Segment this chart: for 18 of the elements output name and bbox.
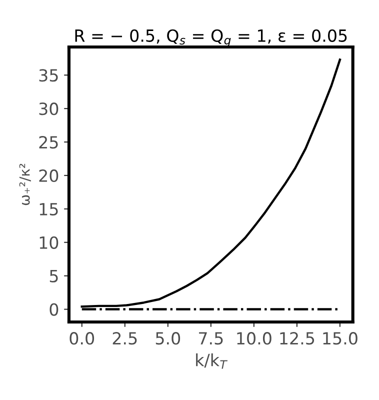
y-tick-label: 25 (39, 136, 58, 149)
line-series (80, 58, 342, 308)
x-tick-label: 10.0 (237, 332, 272, 345)
x-tick-label: 5.0 (156, 332, 180, 345)
y-tick-label: 15 (40, 203, 58, 216)
y-axis-title: ω₊²/κ² (19, 164, 31, 206)
x-axis-title: k/k$_{T}$ (196, 353, 228, 369)
y-tick-label: 30 (39, 102, 58, 116)
y-tick-label: 0 (50, 303, 58, 316)
x-tick-label: 0.0 (70, 332, 94, 345)
y-tick-label: 5 (50, 270, 58, 282)
x-tick-label: 15.0 (323, 332, 358, 345)
y-tick-label: 35 (39, 69, 58, 82)
x-tick-label: 7.5 (199, 332, 223, 345)
x-tick-label: 2.5 (112, 332, 137, 345)
y-tick-label: 10 (40, 236, 58, 249)
x-tick-label: 12.5 (280, 332, 314, 345)
y-tick-label: 20 (39, 169, 58, 182)
